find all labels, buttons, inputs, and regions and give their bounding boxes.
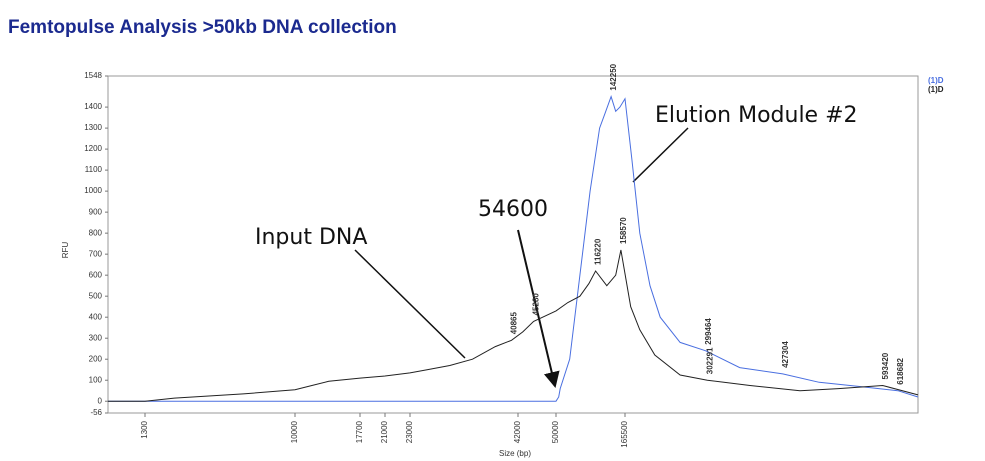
x-tick-label: 1300 xyxy=(140,420,149,438)
annotation-arrow xyxy=(632,127,689,183)
x-tick-label: 23000 xyxy=(405,420,414,443)
y-tick-label: 900 xyxy=(89,207,103,216)
y-tick-label: 600 xyxy=(89,270,103,279)
y-tick-label: 500 xyxy=(89,291,103,300)
x-tick-label: 17700 xyxy=(355,420,364,443)
peak-label: 427304 xyxy=(781,341,790,368)
y-tick-label: 400 xyxy=(89,312,103,321)
annotation: Elution Module #2 xyxy=(655,103,858,128)
y-tick-label: 300 xyxy=(89,333,103,342)
y-tick-label: 200 xyxy=(89,354,103,363)
trace xyxy=(108,249,919,402)
peak-label: 142250 xyxy=(609,63,618,90)
peak-label: 45280 xyxy=(532,293,541,316)
y-tick-label: 1548 xyxy=(84,71,102,80)
trace xyxy=(108,95,919,402)
y-tick-label: 0 xyxy=(98,396,103,405)
annotation-arrow xyxy=(517,229,560,388)
legend-label: (1)D xyxy=(928,76,944,85)
x-tick-label: 165500 xyxy=(620,420,629,447)
annotation: Input DNA xyxy=(255,225,367,250)
annotation-arrow xyxy=(354,249,466,359)
annotation: 54600 xyxy=(478,197,548,222)
y-tick-label: 700 xyxy=(89,249,103,258)
peak-label: 116220 xyxy=(594,238,603,265)
x-tick-label: 50000 xyxy=(551,420,560,443)
y-tick-label: 800 xyxy=(89,228,103,237)
x-tick-label: 10000 xyxy=(290,420,299,443)
peak-label: 618682 xyxy=(896,357,905,384)
y-tick-label: -56 xyxy=(90,408,102,417)
peak-label: 302291 xyxy=(705,347,714,374)
y-tick-label: 1200 xyxy=(84,144,102,153)
plot-frame xyxy=(107,75,919,414)
peak-label: 158570 xyxy=(619,217,628,244)
legend-label: (1)D xyxy=(928,85,944,94)
y-tick-label: 1000 xyxy=(84,186,102,195)
peak-label: 40865 xyxy=(510,312,519,335)
y-tick-label: 1100 xyxy=(85,165,103,174)
y-tick-label: 100 xyxy=(89,375,103,384)
x-tick-label: 21000 xyxy=(380,420,389,443)
chart-title: Femtopulse Analysis >50kb DNA collection xyxy=(8,17,397,38)
x-tick-label: 42000 xyxy=(513,420,522,443)
peak-label: 299464 xyxy=(704,318,713,345)
x-axis-label: Size (bp) xyxy=(499,449,531,458)
y-tick-label: 1300 xyxy=(84,123,102,132)
peak-label: 593420 xyxy=(881,352,890,379)
y-tick-label: 1400 xyxy=(84,102,102,111)
y-axis-label: RFU xyxy=(61,242,70,259)
